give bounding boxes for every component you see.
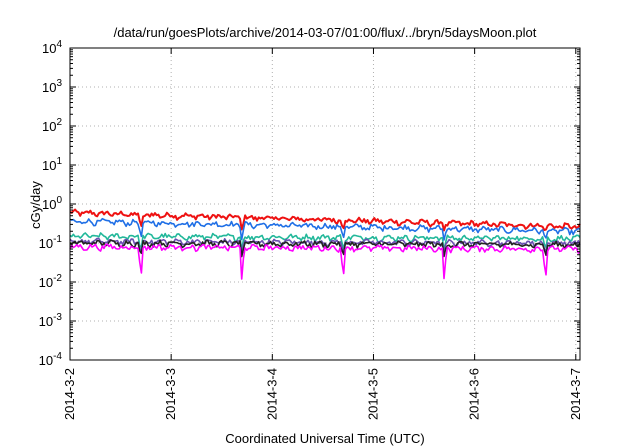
y-axis: 10-4 10-3 10-2 10-1 100 101 102 103 104 <box>39 39 580 368</box>
x-axis-label: Coordinated Universal Time (UTC) <box>225 431 424 446</box>
y-tick-label: 104 <box>42 39 62 56</box>
y-tick-label: 101 <box>42 156 62 173</box>
y-tick-label: 10-1 <box>39 234 63 251</box>
x-tick-label: 2014-3-4 <box>264 368 279 420</box>
x-tick-label: 2014-3-2 <box>62 368 77 420</box>
grid <box>70 48 580 360</box>
chart-title: /data/run/goesPlots/archive/2014-03-07/0… <box>114 25 537 40</box>
y-axis-label: cGy/day <box>28 181 43 229</box>
series-line-1 <box>69 208 581 232</box>
y-tick-label: 102 <box>42 117 62 134</box>
y-tick-label: 10-3 <box>39 312 63 329</box>
x-axis: 2014-3-2 2014-3-3 2014-3-4 2014-3-5 2014-3-6… <box>62 48 583 420</box>
series-line-6 <box>69 243 581 280</box>
series-line-3 <box>69 232 581 251</box>
series-group <box>69 208 581 280</box>
y-tick-label: 103 <box>42 78 62 95</box>
y-tick-label: 100 <box>42 195 62 212</box>
y-tick-label: 10-4 <box>39 351 63 368</box>
series-line-5 <box>69 239 581 258</box>
x-tick-label: 2014-3-6 <box>467 368 482 420</box>
x-tick-label: 2014-3-3 <box>163 368 178 420</box>
x-tick-label: 2014-3-5 <box>365 368 380 420</box>
x-tick-label: 2014-3-7 <box>568 368 583 420</box>
series-line-2 <box>69 217 581 241</box>
y-tick-label: 10-2 <box>39 273 63 290</box>
